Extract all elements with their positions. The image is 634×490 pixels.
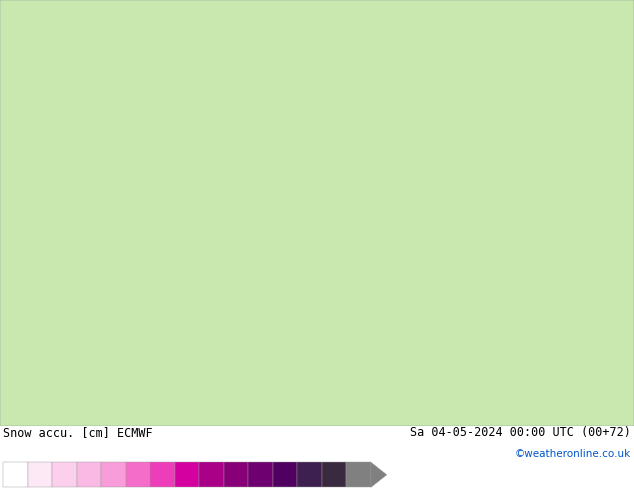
FancyBboxPatch shape [346, 462, 371, 488]
FancyBboxPatch shape [224, 462, 249, 488]
FancyBboxPatch shape [77, 462, 101, 488]
FancyBboxPatch shape [297, 462, 322, 488]
FancyBboxPatch shape [52, 462, 77, 488]
FancyBboxPatch shape [199, 462, 224, 488]
Text: ©weatheronline.co.uk: ©weatheronline.co.uk [515, 449, 631, 459]
FancyBboxPatch shape [126, 462, 150, 488]
FancyBboxPatch shape [249, 462, 273, 488]
FancyBboxPatch shape [28, 462, 52, 488]
FancyBboxPatch shape [101, 462, 126, 488]
FancyBboxPatch shape [273, 462, 297, 488]
Text: Snow accu. [cm] ECMWF: Snow accu. [cm] ECMWF [3, 426, 153, 439]
FancyBboxPatch shape [322, 462, 346, 488]
Text: Sa 04-05-2024 00:00 UTC (00+72): Sa 04-05-2024 00:00 UTC (00+72) [410, 426, 631, 439]
Polygon shape [371, 462, 387, 488]
FancyBboxPatch shape [3, 462, 28, 488]
FancyBboxPatch shape [175, 462, 199, 488]
FancyBboxPatch shape [150, 462, 175, 488]
